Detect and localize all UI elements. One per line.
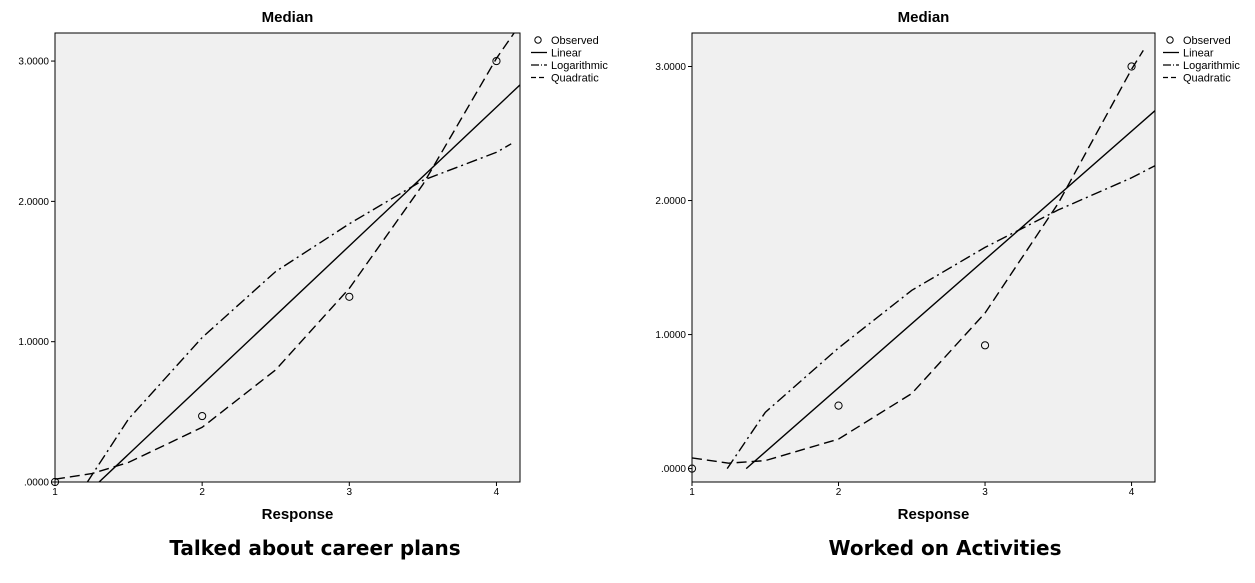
observed-point bbox=[50, 477, 60, 487]
observed-point bbox=[345, 292, 354, 301]
chart-svg: Median .0000 1.0000 2.0000 3.0000 1 2 3 4 Respons… bbox=[18, 9, 608, 523]
legend-marker-observed bbox=[1166, 36, 1174, 44]
chart-caption: Worked on Activities bbox=[828, 536, 1062, 560]
observed-point bbox=[687, 464, 697, 473]
y-tick-label: 3.0000 bbox=[18, 57, 49, 68]
series-line-logarithmic bbox=[726, 165, 1155, 469]
legend-label: Linear bbox=[551, 48, 582, 60]
observed-point bbox=[980, 341, 990, 350]
plot-area bbox=[54, 32, 521, 483]
chart-panel-worked-on-activities: Median .0000 1.0000 2.0000 3.0000 1 2 3 4 Respons… bbox=[635, 0, 1255, 583]
series-group bbox=[692, 50, 1155, 470]
legend-label: Observed bbox=[1183, 35, 1231, 47]
y-tick-label: 2.0000 bbox=[655, 196, 686, 207]
plot-area bbox=[691, 32, 1156, 483]
series-line-logarithmic bbox=[86, 143, 512, 482]
observed-point bbox=[834, 401, 843, 410]
y-tick-label: .0000 bbox=[661, 464, 686, 475]
legend-label: Quadratic bbox=[551, 73, 599, 85]
chart-svg: Median .0000 1.0000 2.0000 3.0000 1 2 3 4 Respons… bbox=[655, 9, 1240, 523]
observed-point bbox=[198, 411, 207, 421]
y-tick-label: 1.0000 bbox=[655, 330, 686, 341]
y-tick-label: 1.0000 bbox=[18, 337, 49, 348]
observed-point bbox=[492, 56, 501, 66]
x-tick-label: 1 bbox=[689, 487, 695, 498]
x-tick-label: 3 bbox=[347, 487, 353, 498]
x-tick-label: 2 bbox=[199, 487, 205, 498]
chart-title: Median bbox=[262, 9, 314, 26]
chart-panel-talked-about-career-plans: Median .0000 1.0000 2.0000 3.0000 1 2 3 4 Respons… bbox=[18, 9, 608, 560]
x-tick-label: 4 bbox=[494, 487, 500, 498]
x-axis-label: Response bbox=[262, 506, 334, 523]
chart-title: Median bbox=[898, 9, 950, 26]
observed-point bbox=[1127, 62, 1136, 71]
legend-label: Logarithmic bbox=[551, 60, 608, 72]
legend-label: Logarithmic bbox=[1183, 60, 1240, 72]
legend-label: Linear bbox=[1183, 48, 1214, 60]
chart-caption: Talked about career plans bbox=[169, 536, 461, 560]
y-tick-label: 2.0000 bbox=[18, 197, 49, 208]
x-tick-label: 1 bbox=[52, 487, 58, 498]
legend-label: Quadratic bbox=[1183, 73, 1231, 85]
x-tick-label: 2 bbox=[836, 487, 842, 498]
series-line-quadratic bbox=[692, 50, 1144, 464]
x-tick-label: 4 bbox=[1129, 487, 1135, 498]
legend-marker-observed bbox=[534, 36, 542, 44]
legend-label: Observed bbox=[551, 35, 599, 47]
x-axis-label: Response bbox=[898, 506, 970, 523]
series-line-linear bbox=[98, 84, 520, 482]
x-tick-label: 3 bbox=[982, 487, 988, 498]
series-group bbox=[55, 33, 520, 482]
series-line-quadratic bbox=[55, 33, 515, 480]
series-line-linear bbox=[745, 110, 1155, 470]
y-tick-label: .0000 bbox=[24, 478, 49, 489]
y-tick-label: 3.0000 bbox=[655, 62, 686, 73]
